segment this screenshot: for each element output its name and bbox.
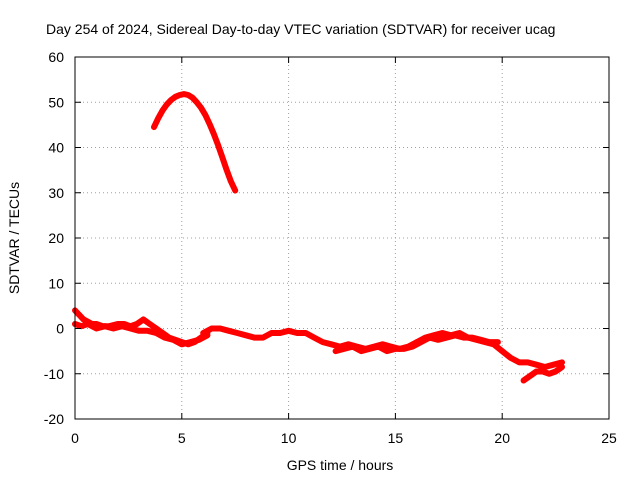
x-axis-title: GPS time / hours — [287, 457, 394, 473]
x-tick-label: 0 — [71, 430, 79, 446]
series-line-arc-6 — [520, 364, 565, 384]
grid — [75, 57, 609, 419]
y-tick-label: 30 — [48, 185, 64, 201]
y-tick-label: 60 — [48, 49, 64, 65]
y-tick-label: 20 — [48, 230, 64, 246]
series-line-arc-5 — [413, 330, 565, 370]
x-tick-label: 15 — [388, 430, 404, 446]
ticks: -20 -10 0 10 20 30 40 50 60 0 5 10 15 20 25 — [44, 49, 617, 446]
y-tick-label: 0 — [56, 321, 64, 337]
y-tick-label: 10 — [48, 275, 64, 291]
x-tick-label: 10 — [281, 430, 297, 446]
y-tick-label: -10 — [44, 366, 64, 382]
series-line-arc-3 — [200, 325, 420, 352]
y-axis-title: SDTVAR / TECUs — [6, 182, 22, 294]
series-line-arc-7 — [151, 91, 239, 194]
y-tick-label: 50 — [48, 94, 64, 110]
x-tick-label: 25 — [601, 430, 617, 446]
y-tick-label: 40 — [48, 140, 64, 156]
x-tick-label: 20 — [494, 430, 510, 446]
series-layer — [72, 91, 565, 384]
series-line-arc-2 — [72, 321, 211, 348]
y-tick-label: -20 — [44, 411, 64, 427]
x-tick-label: 5 — [178, 430, 186, 446]
chart-title: Day 254 of 2024, Sidereal Day-to-day VTE… — [46, 21, 555, 37]
